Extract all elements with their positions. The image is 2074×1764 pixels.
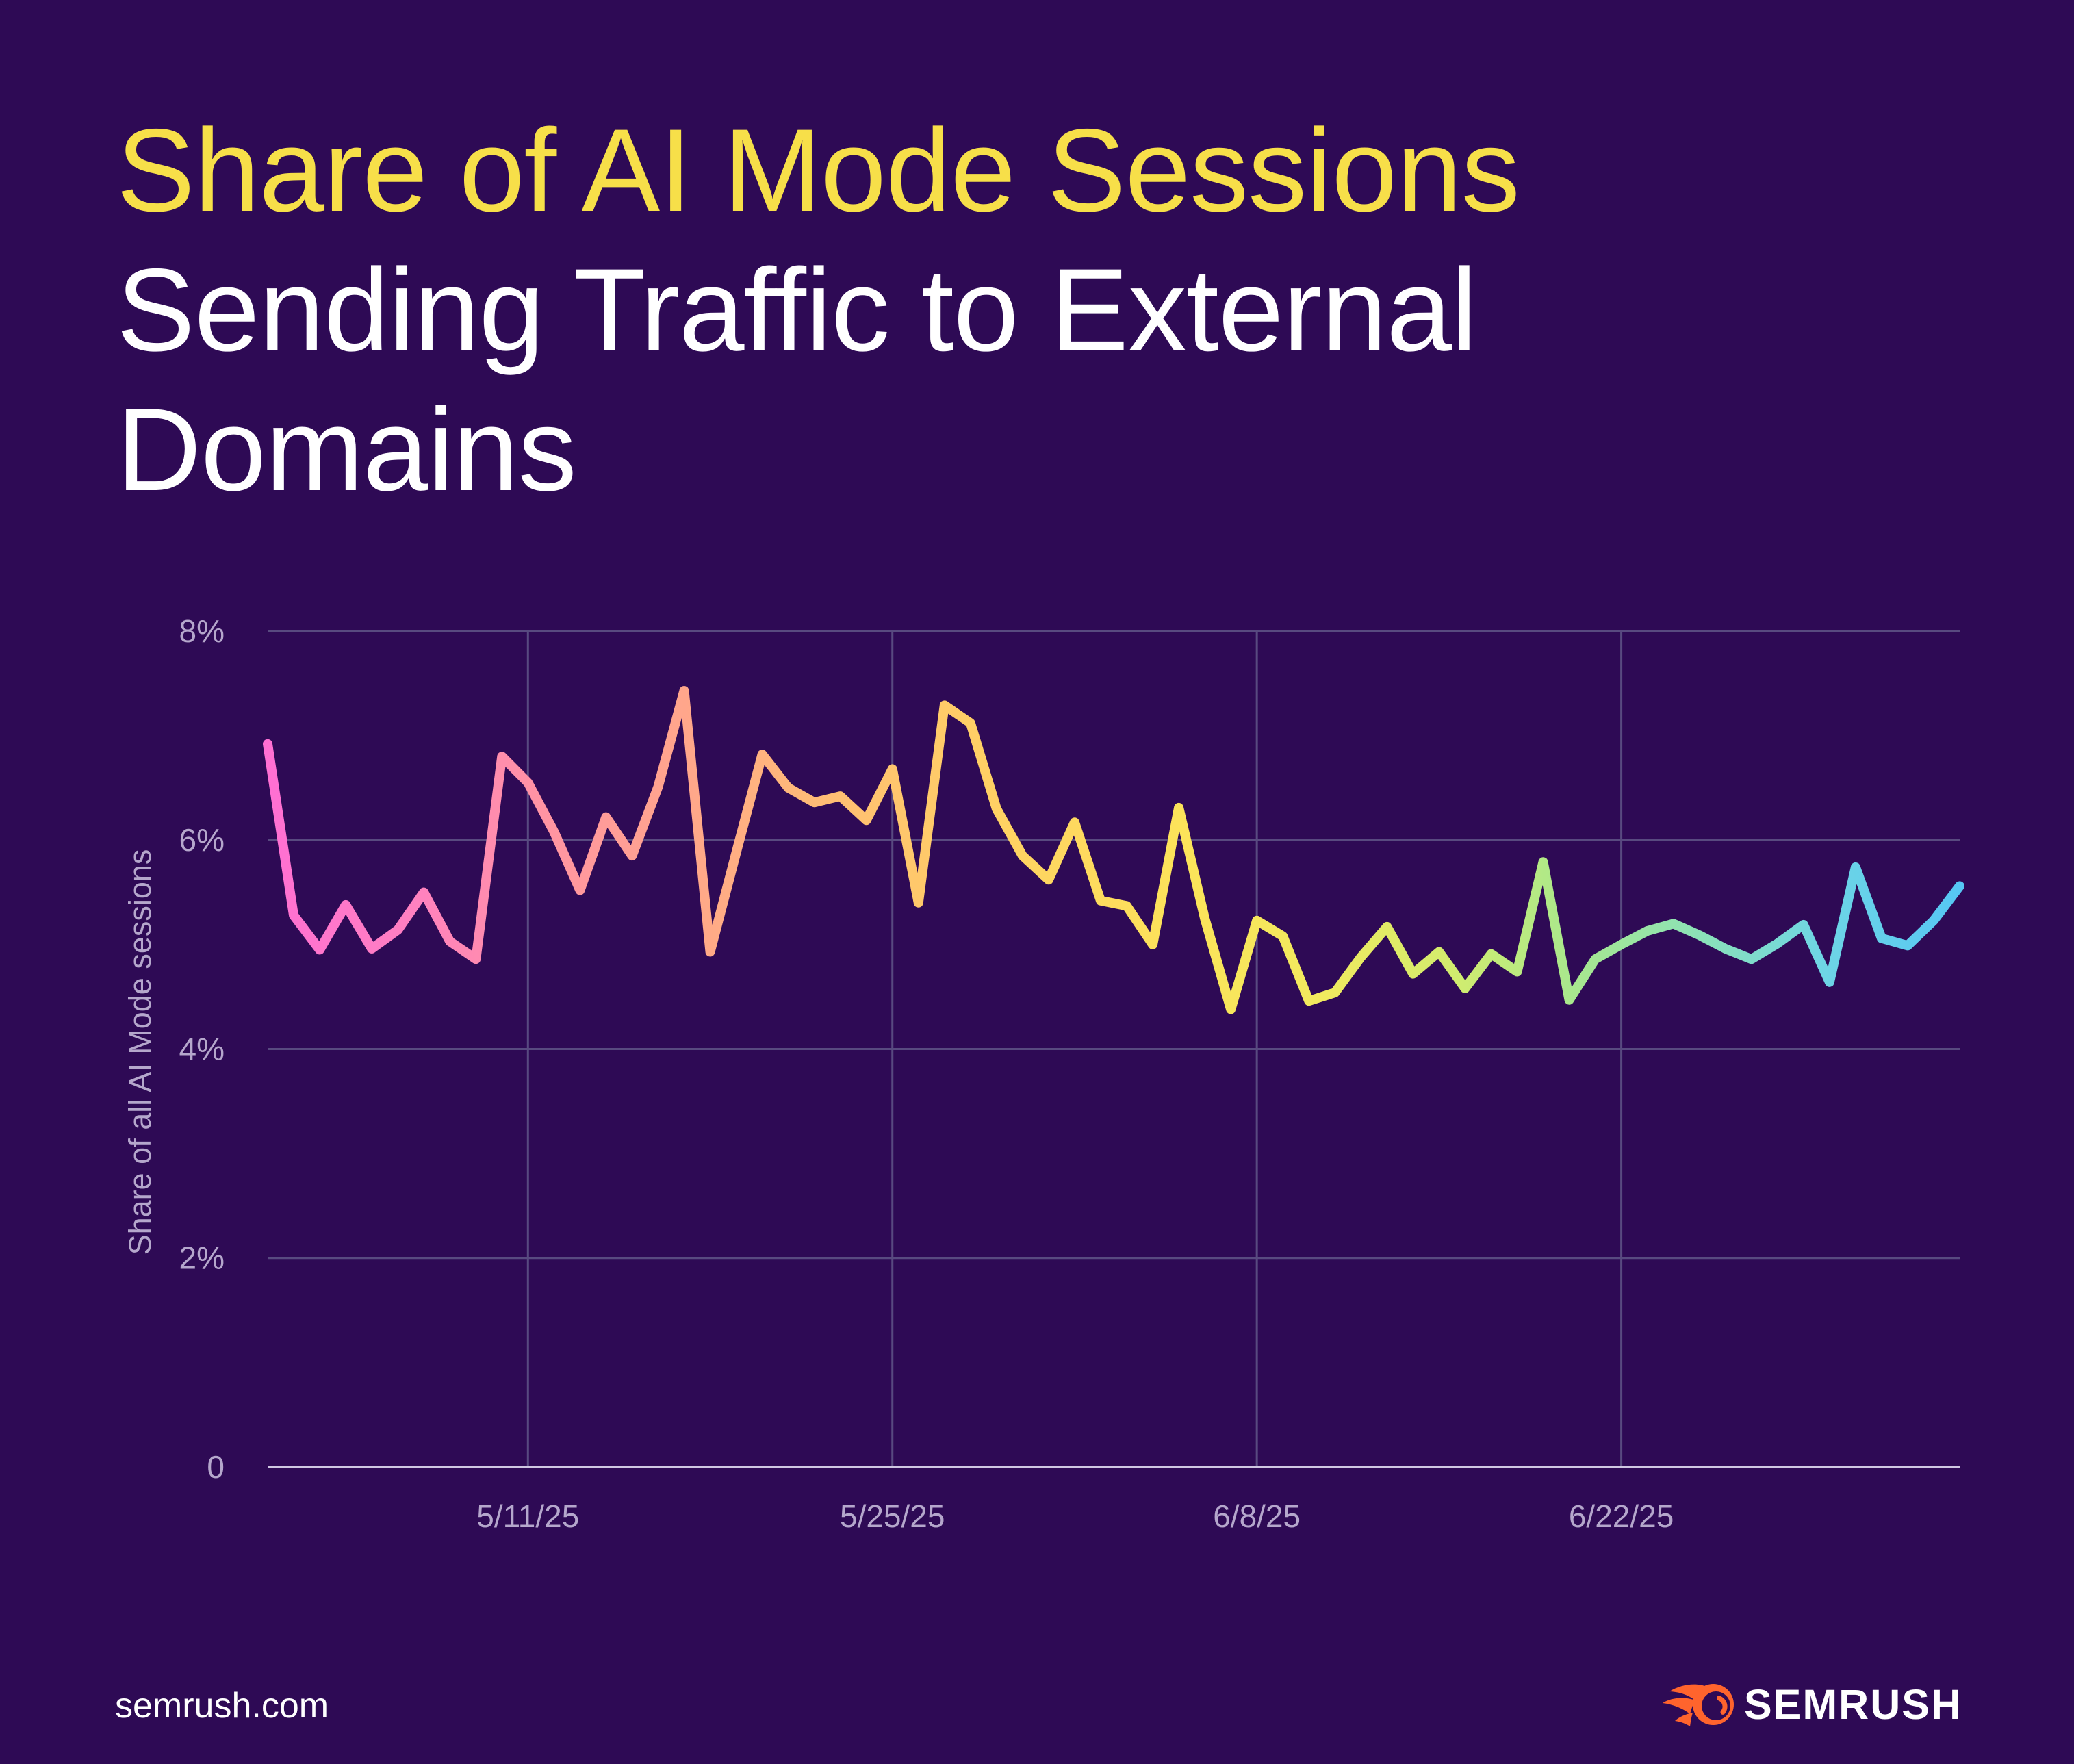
y-tick-label: 2% [179, 1240, 225, 1276]
semrush-logo-text: SEMRUSH [1743, 1681, 1962, 1728]
title-line-3: Domains [116, 384, 577, 515]
title-line-1: Share of AI Mode Sessions [116, 105, 1520, 236]
semrush-logo: SEMRUSH [1661, 1683, 1962, 1727]
x-tick-label: 5/11/25 [476, 1498, 579, 1534]
page-title: Share of AI Mode Sessions Sending Traffi… [116, 101, 1520, 520]
y-tick-label: 4% [179, 1031, 225, 1066]
y-tick-label: 0 [207, 1449, 225, 1485]
title-line-2: Sending Traffic to External [116, 244, 1477, 376]
y-axis-title: Share of all AI Mode sessions [123, 849, 157, 1255]
y-tick-label: 8% [179, 613, 225, 649]
x-tick-label: 6/22/25 [1569, 1498, 1674, 1534]
y-tick-label: 6% [179, 822, 225, 858]
x-tick-label: 5/25/25 [840, 1498, 945, 1534]
semrush-fireball-icon [1662, 1684, 1734, 1726]
x-tick-label: 6/8/25 [1213, 1498, 1301, 1534]
data-line-series [263, 685, 1964, 1014]
site-url: semrush.com [115, 1686, 329, 1726]
